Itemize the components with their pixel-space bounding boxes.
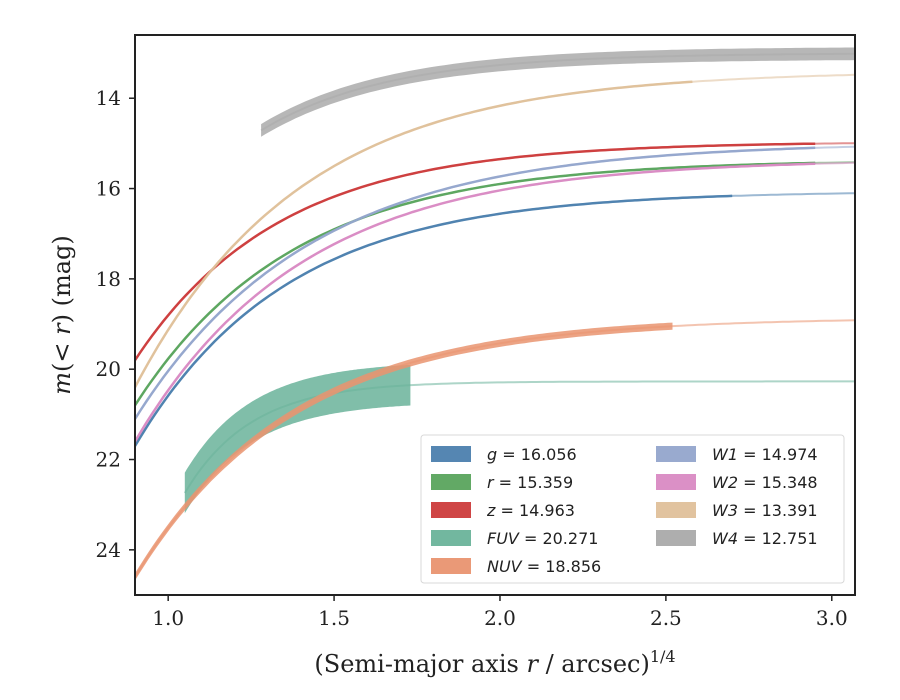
legend-label: NUV = 18.856 (487, 557, 601, 576)
series-data-line (135, 146, 816, 420)
x-axis-label: (Semi-major axis r / arcsec)1/4 (314, 647, 675, 678)
series-layer (135, 47, 855, 581)
series-7 (135, 73, 855, 388)
legend-entry: g = 16.056 (431, 445, 577, 464)
legend: g = 16.056 r = 15.359 z = 14.963 FUV = 20.2… (420, 434, 845, 584)
legend-label: W4 = 12.751 (712, 529, 818, 548)
legend-label: FUV = 20.271 (487, 529, 598, 548)
legend-label: z = 14.963 (486, 501, 575, 520)
legend-swatch (656, 530, 696, 546)
legend-swatch (656, 502, 696, 518)
x-tick-label: 2.5 (650, 606, 682, 630)
legend-swatch (431, 558, 471, 574)
series-6 (135, 161, 855, 443)
x-tick-label: 1.0 (152, 606, 184, 630)
x-tick-label: 2.0 (484, 606, 516, 630)
legend-entry: FUV = 20.271 (431, 529, 598, 548)
legend-swatch (656, 474, 696, 490)
legend-entry: W3 = 13.391 (656, 501, 818, 520)
series-data-line (135, 162, 816, 443)
y-axis-label: m(< r) (mag) (48, 235, 76, 395)
series-0 (135, 192, 855, 447)
x-tick-label: 1.5 (318, 606, 350, 630)
legend-label: W3 = 13.391 (712, 501, 818, 520)
legend-swatch (431, 446, 471, 462)
legend-label: g = 16.056 (487, 445, 577, 464)
legend-entry: W4 = 12.751 (656, 529, 818, 548)
legend-box (420, 434, 845, 584)
x-tick-label: 3.0 (816, 606, 848, 630)
series-4 (135, 319, 855, 581)
y-tick-label: 14 (96, 86, 121, 110)
series-1 (135, 161, 855, 406)
series-5 (135, 145, 855, 420)
legend-swatch (431, 530, 471, 546)
legend-entry: z = 14.963 (431, 501, 575, 520)
series-3 (183, 364, 855, 514)
plot-frame (134, 34, 856, 596)
series-data-band (184, 364, 411, 514)
series-data-line (135, 194, 733, 447)
series-data-line (135, 161, 816, 406)
legend-label: r = 15.359 (487, 473, 573, 492)
legend-swatch (431, 474, 471, 490)
y-tick-label: 16 (96, 177, 121, 201)
legend-entry: NUV = 18.856 (431, 557, 601, 576)
series-data-band (261, 47, 855, 137)
series-data-band (135, 322, 673, 581)
legend-entry: W2 = 15.348 (656, 473, 818, 492)
series-8 (260, 47, 855, 137)
y-tick-label: 24 (96, 538, 121, 562)
y-tick-label: 22 (96, 448, 121, 472)
y-tick-label: 18 (96, 267, 121, 291)
legend-swatch (656, 446, 696, 462)
legend-label: W1 = 14.974 (712, 445, 818, 464)
series-2 (135, 142, 855, 361)
legend-entry: W1 = 14.974 (656, 445, 818, 464)
ticks-layer: 1.0 1.5 2.0 2.5 3.0 14 16 18 20 22 24 (96, 86, 848, 630)
legend-label: W2 = 15.348 (712, 473, 818, 492)
legend-entry: r = 15.359 (431, 473, 573, 492)
y-tick-label: 20 (96, 357, 121, 381)
series-data-line (135, 80, 693, 388)
legend-swatch (431, 502, 471, 518)
series-data-line (135, 142, 816, 361)
